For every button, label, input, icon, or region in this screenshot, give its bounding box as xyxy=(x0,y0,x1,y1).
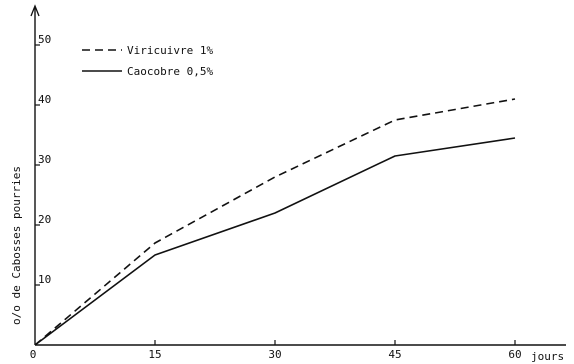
y-tick-label: 40 xyxy=(38,93,51,106)
y-tick-label: 10 xyxy=(38,273,51,286)
x-tick-label: 15 xyxy=(148,348,161,361)
legend-label-viricuivre: Viricuivre 1% xyxy=(127,44,213,57)
y-tick-label: 30 xyxy=(38,153,51,166)
x-axis-label: jours xyxy=(531,350,564,363)
y-tick-label: 50 xyxy=(38,33,51,46)
y-axis-arrow xyxy=(30,4,40,17)
legend: Viricuivre 1% Caocobre 0,5% xyxy=(82,44,213,78)
axes xyxy=(30,4,566,346)
axis-ticks: 0 15 30 45 60 10 20 30 40 50 xyxy=(30,33,522,361)
y-axis-label: o/o de Cabosses pourries xyxy=(10,166,23,325)
x-tick-label: 60 xyxy=(508,348,521,361)
series-lines xyxy=(34,98,516,346)
x-tick-label: 0 xyxy=(30,348,37,361)
x-tick-label: 45 xyxy=(388,348,401,361)
axis-labels: jours o/o de Cabosses pourries xyxy=(10,166,564,363)
x-tick-label: 30 xyxy=(268,348,281,361)
legend-label-caocobre: Caocobre 0,5% xyxy=(127,65,213,78)
series-line-viricuivre xyxy=(34,98,516,346)
series-line-caocobre xyxy=(34,137,516,346)
y-tick-label: 20 xyxy=(38,213,51,226)
